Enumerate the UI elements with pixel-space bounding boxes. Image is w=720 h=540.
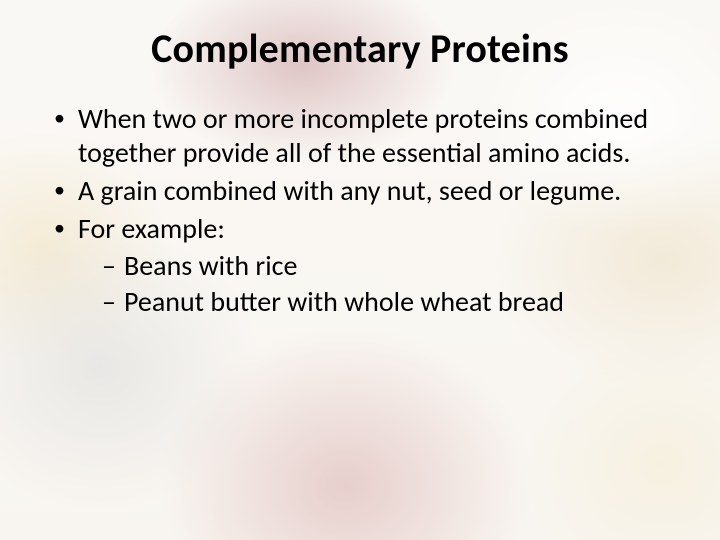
bullet-item-label: For example: [78, 211, 225, 246]
bullet-item: When two or more incomplete proteins com… [54, 102, 672, 170]
sub-bullet-list: Beans with rice Peanut butter with whole… [78, 249, 672, 319]
sub-bullet-item: Peanut butter with whole wheat bread [102, 285, 672, 319]
slide: Complementary Proteins When two or more … [0, 0, 720, 540]
bullet-item: A grain combined with any nut, seed or l… [54, 174, 672, 208]
sub-bullet-item: Beans with rice [102, 249, 672, 283]
bullet-list: When two or more incomplete proteins com… [48, 102, 672, 319]
bullet-item: For example: Beans with rice Peanut butt… [54, 212, 672, 318]
slide-content: Complementary Proteins When two or more … [0, 0, 720, 540]
slide-title: Complementary Proteins [48, 26, 672, 72]
